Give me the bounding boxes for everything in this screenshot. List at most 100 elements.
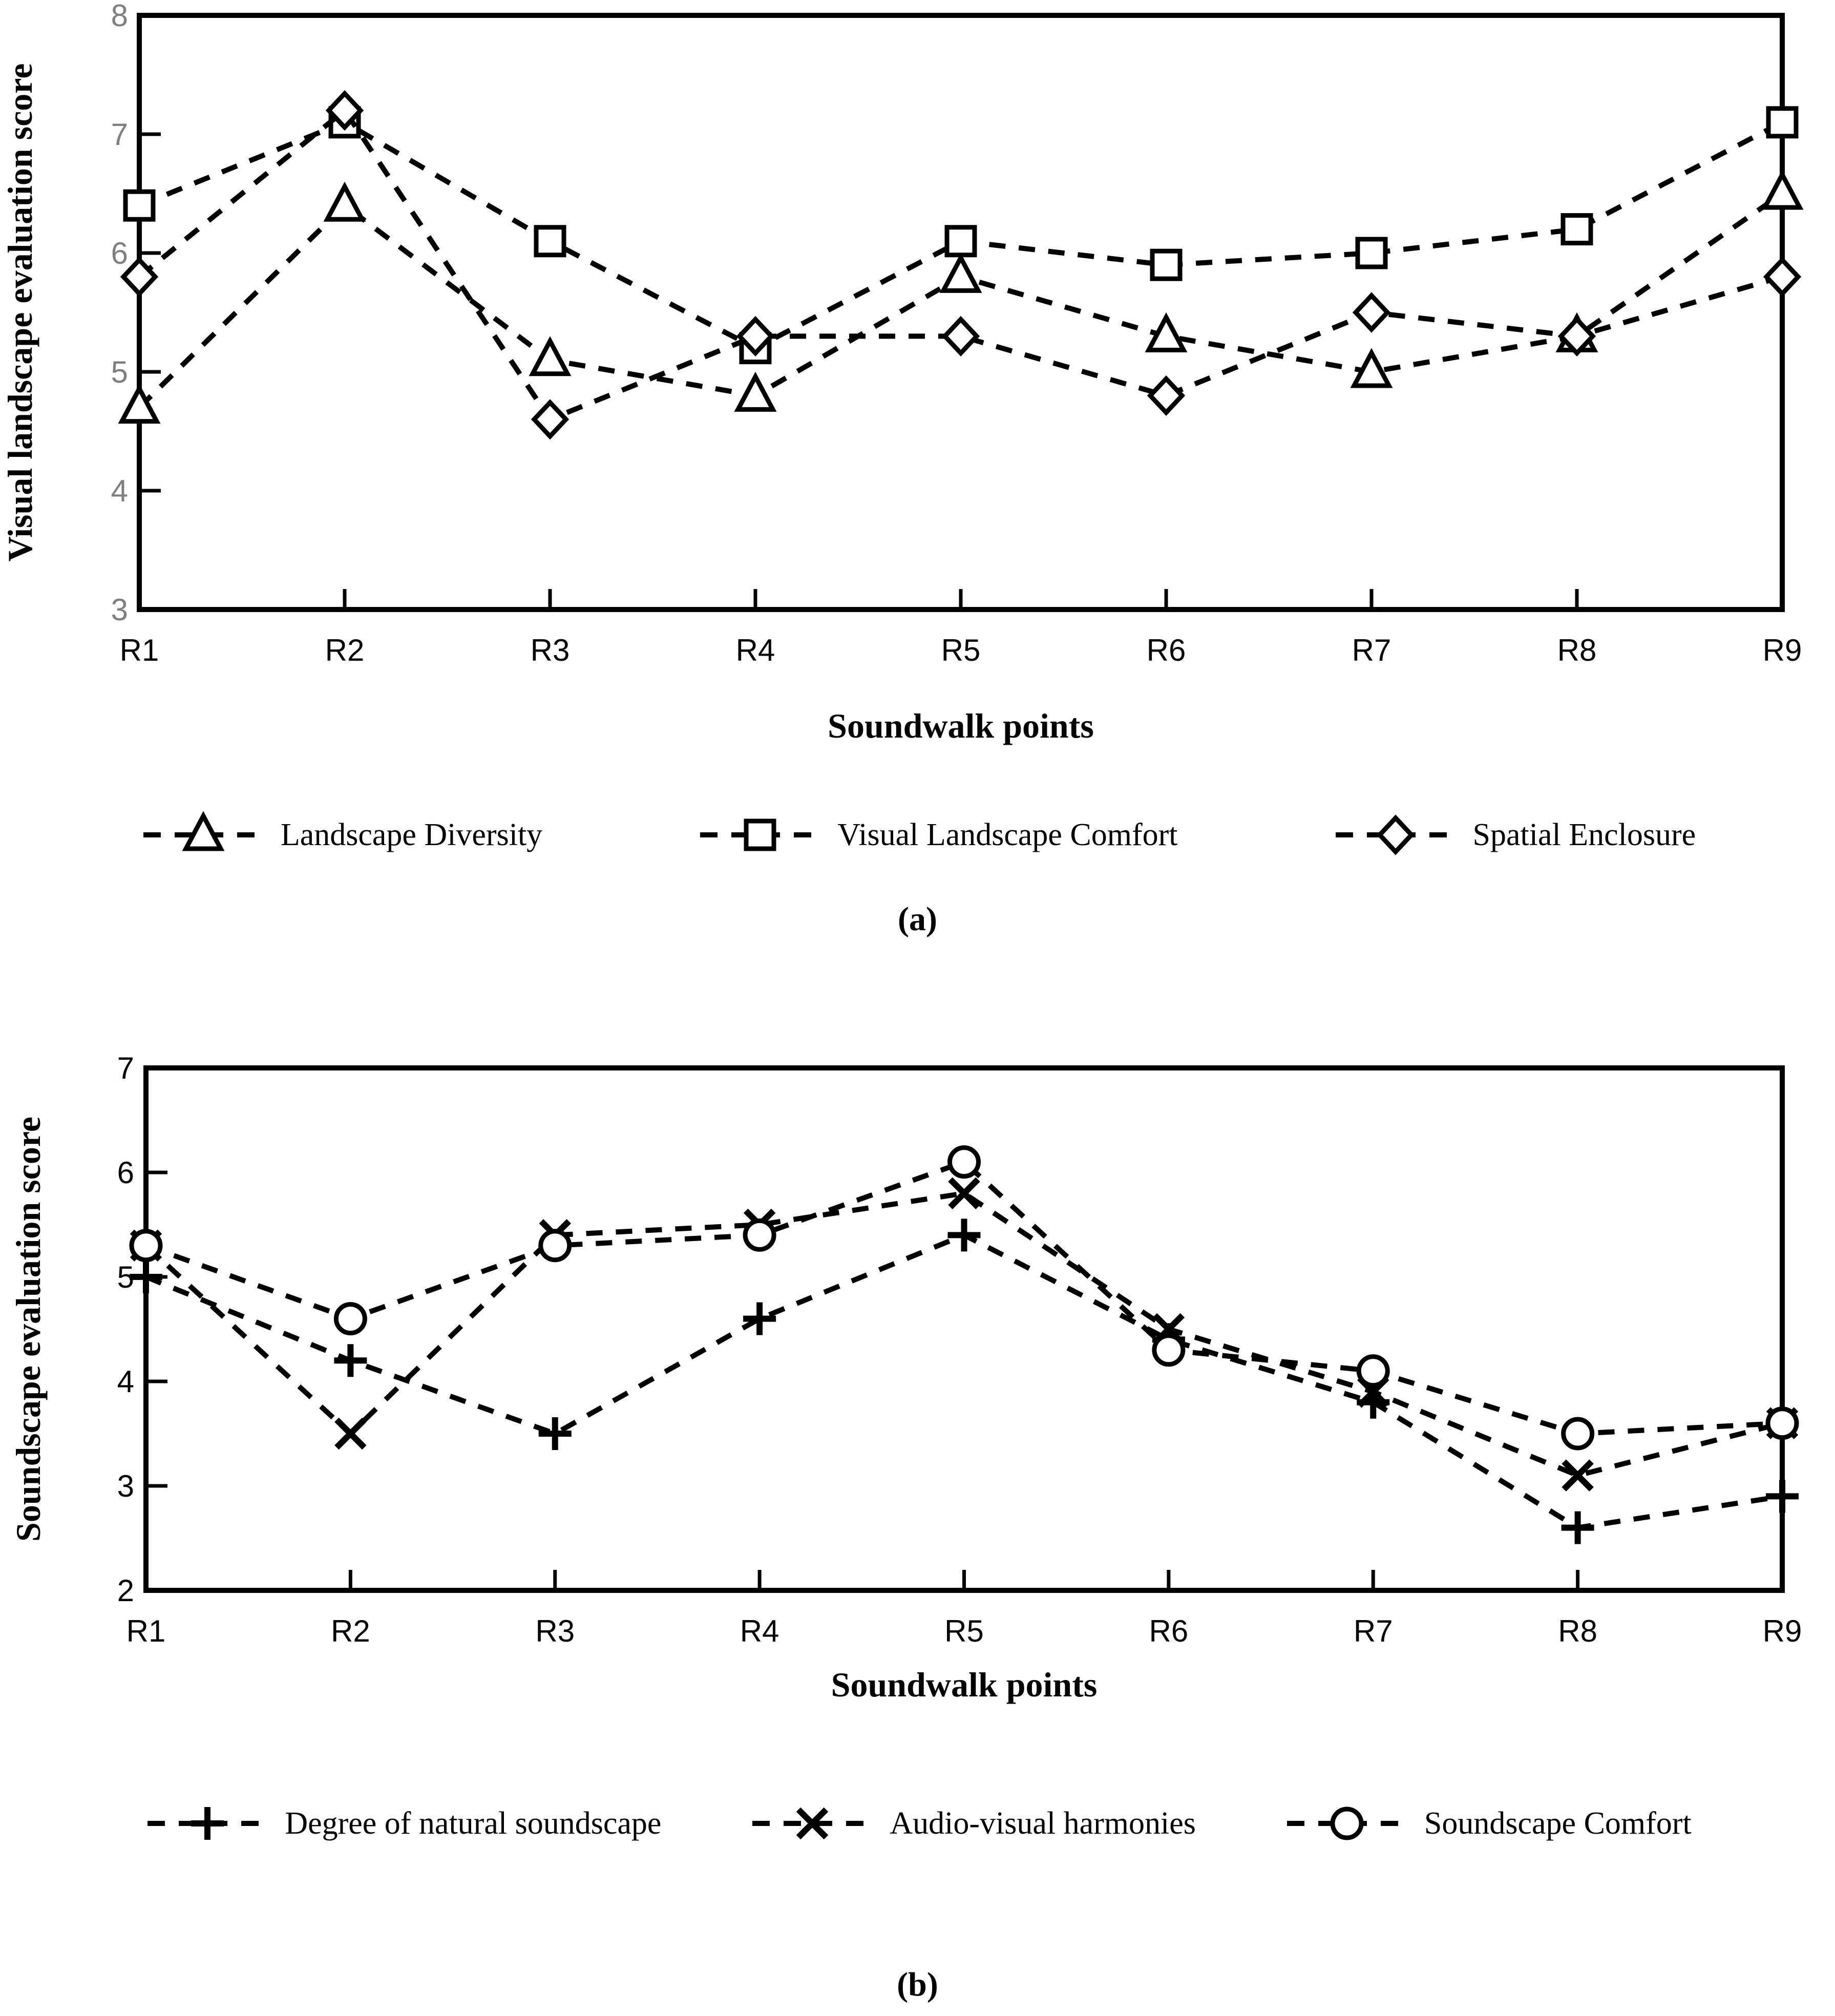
legend-marker-diamond-icon — [1335, 814, 1456, 855]
legend-marker-square-icon — [700, 818, 820, 851]
x-tick-label: R7 — [1354, 1614, 1393, 1648]
x-tick-label: R1 — [126, 1614, 166, 1648]
x-tick-label: R5 — [941, 633, 981, 667]
y-tick-label: 7 — [111, 117, 128, 152]
square-marker-icon — [1766, 106, 1799, 139]
diamond-marker-icon — [531, 399, 570, 440]
panel-caption-b: (b) — [897, 1966, 938, 2003]
legend-label: Visual Landscape Comfort — [837, 817, 1178, 852]
triangle-marker-icon — [1145, 312, 1188, 352]
triangle-marker-icon — [1761, 170, 1804, 210]
legend-label: Audio-visual harmonies — [890, 1805, 1196, 1841]
x-tick-label: R6 — [1149, 1614, 1189, 1648]
diamond-marker-icon — [1376, 814, 1415, 855]
square-marker-icon — [1150, 248, 1183, 281]
x-marker-icon — [796, 1807, 829, 1840]
legend-marker-triangle-icon — [143, 811, 263, 851]
circle-marker-icon — [333, 1302, 367, 1336]
series-markers-triangle — [118, 170, 1804, 424]
diamond-marker-icon — [1557, 316, 1596, 356]
x-tick-label: R6 — [1147, 633, 1186, 667]
circle-marker-icon — [538, 1229, 572, 1263]
y-tick-label: 3 — [111, 593, 128, 627]
square-marker-icon — [744, 818, 776, 851]
plot-border — [137, 13, 1785, 612]
triangle-marker-icon — [323, 181, 366, 222]
circle-marker-icon — [947, 1145, 981, 1179]
y-tick-label: 8 — [111, 0, 128, 33]
x-marker-icon — [948, 1177, 980, 1210]
x-tick-label: R9 — [1763, 633, 1802, 667]
diamond-marker-icon — [941, 316, 980, 356]
chart-a: 3 4 5 6 7 8 R1 R2 R3 R4 R5 R6 R7 R8 R9 Visual landscape… — [1, 0, 1804, 745]
x-tick-label: R5 — [944, 1614, 984, 1648]
series-markers-circle — [129, 1145, 1799, 1451]
triangle-marker-icon — [939, 253, 982, 293]
x-tick-label: R8 — [1558, 1614, 1597, 1648]
legend-marker-x-icon — [752, 1807, 873, 1840]
y-tick-label: 6 — [111, 236, 128, 270]
circle-marker-icon — [1561, 1417, 1595, 1451]
square-marker-icon — [534, 225, 566, 258]
legend-marker-circle-icon — [1286, 1807, 1407, 1840]
legend-entry-landscape-diversity: Landscape Diversity — [139, 807, 542, 863]
x-tick-label: R9 — [1763, 1614, 1802, 1648]
panel-caption-a: (a) — [898, 900, 937, 938]
legend-entry-visual-landscape-comfort: Visual Landscape Comfort — [696, 807, 1178, 863]
diamond-marker-icon — [1763, 256, 1802, 297]
series-line-x — [144, 1190, 1783, 1478]
legend-b: Degree of natural soundscape Audio-visua… — [0, 1793, 1835, 1854]
y-axis-title: Visual landscape evaluation score — [1, 64, 39, 562]
circle-marker-icon — [1330, 1807, 1364, 1840]
x-marker-icon — [1562, 1459, 1594, 1492]
diamond-marker-icon — [120, 256, 159, 297]
series-markers-plus — [130, 1219, 1799, 1544]
x-marker-icon — [334, 1417, 367, 1450]
legend-entry-audio-visual-harmonies: Audio-visual harmonies — [748, 1795, 1196, 1852]
x-tick-label: R8 — [1557, 633, 1597, 667]
x-tick-label: R3 — [531, 633, 570, 667]
y-tick-label: 2 — [117, 1573, 134, 1608]
y-axis-title: Soundscape evaluation score — [9, 1117, 48, 1542]
y-tick-label: 4 — [111, 474, 128, 508]
legend-entry-degree-of-natural-soundscape: Degree of natural soundscape — [143, 1795, 661, 1852]
x-tick-label: R2 — [331, 1614, 370, 1648]
legend-label: Spatial Enclosure — [1472, 817, 1696, 852]
square-marker-icon — [1355, 237, 1388, 269]
diamond-marker-icon — [736, 316, 775, 356]
legend-entry-soundscape-comfort: Soundscape Comfort — [1283, 1795, 1692, 1852]
triangle-marker-icon — [1350, 348, 1393, 388]
triangle-marker-icon — [182, 811, 225, 851]
x-tick-label: R1 — [120, 633, 159, 667]
diamond-marker-icon — [1352, 292, 1391, 333]
x-tick-label: R4 — [740, 1614, 779, 1648]
series-line-diamond — [137, 107, 1783, 423]
diamond-marker-icon — [325, 90, 364, 131]
y-tick-label: 6 — [117, 1156, 134, 1190]
legend-label: Degree of natural soundscape — [285, 1805, 662, 1841]
triangle-marker-icon — [734, 371, 777, 412]
y-tick-label: 4 — [117, 1364, 134, 1399]
square-marker-icon — [1560, 213, 1593, 246]
y-tick-label: 3 — [117, 1469, 134, 1503]
series-markers-diamond — [120, 90, 1802, 440]
legend-entry-spatial-enclosure: Spatial Enclosure — [1332, 807, 1696, 863]
x-axis-title: Soundwalk points — [831, 1665, 1098, 1704]
x-tick-label: R2 — [325, 633, 365, 667]
square-marker-icon — [123, 189, 156, 222]
circle-marker-icon — [743, 1218, 776, 1252]
circle-marker-icon — [1765, 1406, 1799, 1440]
x-tick-label: R7 — [1352, 633, 1391, 667]
x-axis-title: Soundwalk points — [828, 706, 1094, 745]
circle-marker-icon — [1152, 1333, 1186, 1367]
triangle-marker-icon — [529, 336, 572, 376]
x-tick-label: R4 — [736, 633, 775, 667]
diamond-marker-icon — [1147, 375, 1186, 416]
triangle-marker-icon — [118, 384, 161, 424]
legend-label: Soundscape Comfort — [1424, 1805, 1692, 1841]
legend-marker-plus-icon — [147, 1807, 268, 1840]
y-tick-label: 5 — [111, 355, 128, 389]
x-tick-label: R3 — [535, 1614, 575, 1648]
